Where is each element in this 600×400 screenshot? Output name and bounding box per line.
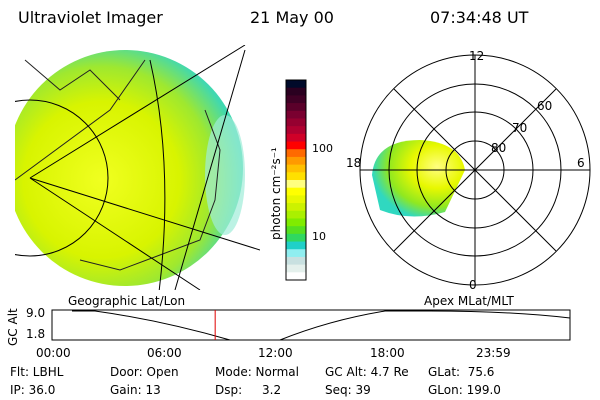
filter: Flt: LBHL: [10, 365, 64, 379]
colorbar-band: [286, 226, 306, 235]
timeline-left-title: Geographic Lat/Lon: [68, 294, 186, 308]
ytick-1.8: 1.8: [26, 327, 46, 341]
xtick-1200: 12:00: [258, 346, 293, 360]
colorbar-tick-100: 100: [312, 142, 333, 155]
dsp-label: Dsp:: [215, 383, 243, 397]
door: Door: Open: [110, 365, 179, 379]
colorbar-frame: [285, 79, 307, 281]
colorbar-band: [286, 218, 306, 227]
mlt-label-12: 12: [469, 49, 484, 63]
colorbar-band: [286, 210, 306, 219]
colorbar-band: [286, 264, 306, 273]
mode: Mode: Normal: [215, 365, 299, 379]
colorbar-band: [286, 133, 306, 143]
mlt-label-6: 6: [577, 156, 585, 170]
colorbar-band: [286, 156, 306, 166]
colorbar-band: [286, 233, 306, 243]
colorbar-band: [286, 126, 306, 135]
colorbar-band: [286, 203, 306, 212]
time: 07:34:48 UT: [430, 8, 529, 27]
altitude-timeline: [51, 309, 571, 341]
mlt-label-18: 18: [346, 156, 361, 170]
colorbar-band: [286, 95, 306, 104]
lat-label-80: 80: [491, 141, 506, 155]
timeline-right-title: Apex MLat/MLT: [424, 294, 514, 308]
colorbar-band: [286, 110, 306, 119]
colorbar-band: [286, 118, 306, 127]
geographic-image: [15, 45, 260, 290]
colorbar-band: [286, 241, 306, 250]
dsp-value: 3.2: [262, 383, 282, 397]
xtick-1800: 18:00: [370, 346, 405, 360]
lat-label-60: 60: [537, 99, 552, 113]
colorbar-band: [286, 141, 306, 150]
glat: GLat: 75.6: [428, 365, 495, 379]
polar-plot: 12 18 6 0 60 70 80: [346, 49, 591, 292]
colorbar-band: [286, 172, 306, 181]
seq: Seq: 39: [325, 383, 371, 397]
colorbar-band: [286, 249, 306, 258]
glon: GLon: 199.0: [428, 383, 501, 397]
colorbar-band: [286, 195, 306, 204]
xtick-0600: 06:00: [147, 346, 182, 360]
app-title: Ultraviolet Imager: [18, 8, 163, 27]
gc-alt: GC Alt: 4.7 Re: [325, 365, 409, 379]
colorbar-band: [286, 256, 306, 266]
date: 21 May 00: [250, 8, 334, 27]
ip: IP: 36.0: [10, 383, 56, 397]
gain: Gain: 13: [110, 383, 161, 397]
colorbar-band: [286, 272, 306, 281]
mlt-label-0: 0: [469, 278, 477, 292]
timeline-ylabel: GC Alt: [6, 308, 20, 346]
colorbar-band: [286, 180, 306, 189]
lat-label-70: 70: [512, 121, 527, 135]
colorbar-band: [286, 149, 306, 158]
colorbar-band: [286, 87, 306, 96]
colorbar-band: [286, 164, 306, 173]
colorbar-label: photon cm⁻²s⁻¹: [269, 147, 283, 240]
colorbar: [285, 79, 307, 281]
colorbar-tick-10: 10: [312, 230, 326, 243]
ytick-9: 9.0: [26, 306, 46, 320]
colorbar-band: [286, 80, 306, 89]
xtick-2359: 23:59: [476, 346, 511, 360]
colorbar-band: [286, 103, 306, 112]
xtick-0000: 00:00: [36, 346, 71, 360]
colorbar-band: [286, 187, 306, 196]
